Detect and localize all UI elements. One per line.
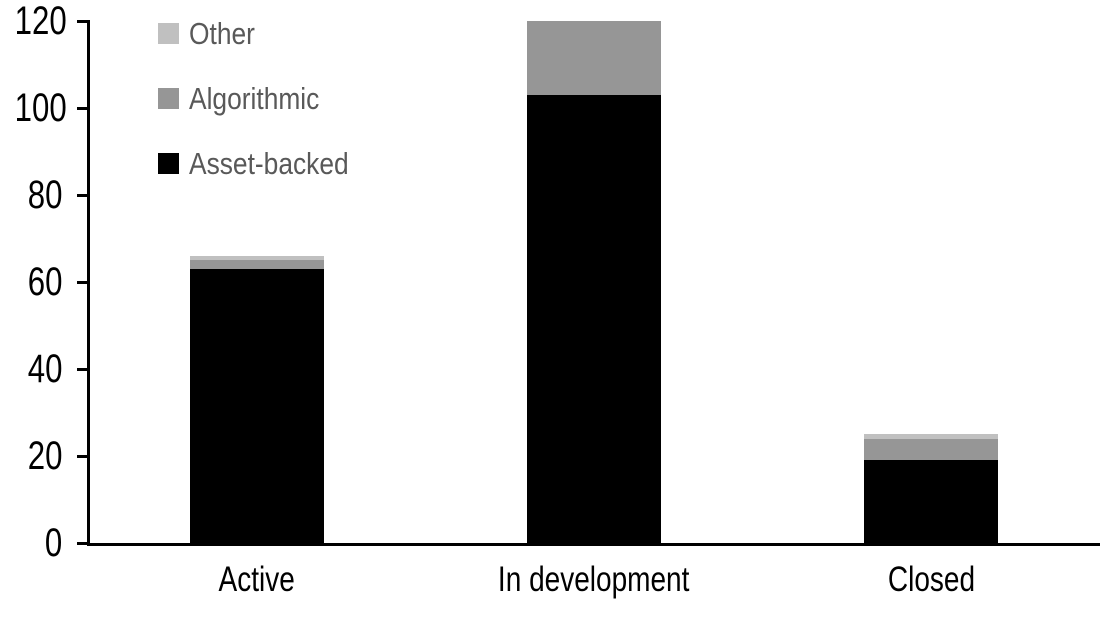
- bar-segment-asset-backed-active: [189, 268, 324, 543]
- legend-swatch-icon: [158, 152, 179, 174]
- y-tick: [77, 368, 88, 371]
- legend-label: Asset-backed: [189, 148, 377, 179]
- y-tick-label: 60: [0, 260, 62, 304]
- y-tick: [77, 194, 88, 197]
- legend: Other Algorithmic Asset-backed: [158, 18, 377, 217]
- y-tick-label: 0: [0, 521, 62, 565]
- legend-item-algorithmic: Algorithmic: [158, 83, 377, 114]
- bar-segment-asset-backed-closed: [864, 460, 999, 543]
- category-label: Active: [97, 560, 417, 600]
- y-axis-line: [87, 20, 90, 546]
- y-tick-label: 40: [0, 347, 62, 391]
- bar-segment-algorithmic-closed: [864, 438, 999, 461]
- legend-item-asset-backed: Asset-backed: [158, 148, 377, 179]
- category-label-text: Closed: [887, 560, 975, 599]
- legend-label-text: Algorithmic: [189, 80, 320, 116]
- y-tick-label-text: 100: [14, 86, 67, 130]
- legend-swatch-icon: [158, 87, 179, 109]
- y-tick-label-text: 80: [27, 173, 62, 217]
- y-tick-label: 80: [0, 173, 62, 217]
- legend-label-text: Other: [189, 15, 255, 51]
- y-tick: [77, 20, 88, 23]
- bar-segment-other-closed: [864, 434, 999, 439]
- bar-segment-algorithmic-active: [189, 260, 324, 269]
- y-tick-label-text: 120: [14, 0, 67, 43]
- y-tick: [77, 542, 88, 545]
- legend-swatch-icon: [158, 22, 179, 44]
- category-label: Closed: [771, 560, 1091, 600]
- bar-segment-other-active: [189, 255, 324, 261]
- y-tick-label: 120: [0, 0, 67, 43]
- legend-item-other: Other: [158, 18, 377, 49]
- y-tick: [77, 455, 88, 458]
- bar-segment-algorithmic-in-development: [527, 21, 661, 95]
- category-label: In development: [434, 560, 754, 600]
- y-tick-label-text: 40: [27, 347, 62, 391]
- x-axis-line: [87, 543, 1100, 546]
- bar-segment-asset-backed-in-development: [527, 94, 661, 543]
- y-tick: [77, 107, 88, 110]
- y-tick: [77, 281, 88, 284]
- y-tick-label-text: 0: [44, 521, 62, 565]
- category-label-text: Active: [218, 560, 295, 599]
- y-tick-label-text: 60: [27, 260, 62, 304]
- y-tick-label: 100: [0, 86, 67, 130]
- y-tick-label-text: 20: [27, 434, 62, 478]
- legend-label: Other: [189, 18, 267, 49]
- y-tick-label: 20: [0, 434, 62, 478]
- legend-label: Algorithmic: [189, 83, 342, 114]
- category-label-text: In development: [498, 560, 690, 599]
- legend-label-text: Asset-backed: [189, 145, 349, 181]
